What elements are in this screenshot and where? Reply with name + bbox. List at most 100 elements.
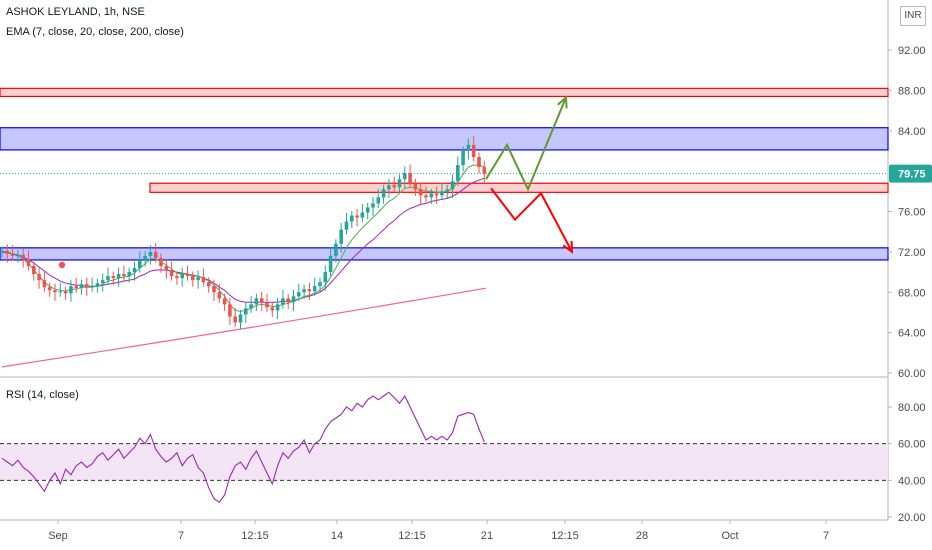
candle-body [302,289,306,293]
resistance-zone-0 [0,87,889,98]
candle-body [312,286,317,292]
resistance-zone-2 [149,182,889,193]
candle-body [100,280,105,284]
candle-body [456,165,460,182]
candle-body [424,195,428,198]
candle-body [355,215,359,218]
candle-body [5,250,10,254]
candle-body [477,156,481,168]
time-tick-label: 12:15 [398,530,426,542]
candle-body [365,207,370,213]
time-tick-label: 12:15 [551,530,579,542]
ema-layer [1,164,487,368]
candle-body [116,274,121,279]
candle-body [429,193,434,198]
candle-body [85,284,89,288]
candle-body [37,274,41,281]
candle-body [196,277,200,281]
rsi-tick-label: 20.00 [898,512,926,524]
candle-body [376,197,381,204]
candle-body [217,292,222,299]
candle-body [122,274,126,277]
candle-body [74,286,78,289]
candle-body [397,179,402,188]
time-tick-label: 7 [823,530,829,542]
candle-body [148,251,153,256]
candle-body [164,266,169,271]
time-tick-label: 12:15 [241,530,269,542]
last-price-tag [889,164,932,183]
candle-body [286,298,290,303]
candle-body [450,181,455,190]
candle-body [275,304,280,311]
time-tick-label: Sep [48,530,68,542]
candle-body [143,255,147,260]
candle-body [16,254,20,256]
candle-body [297,292,301,297]
candle-body [233,316,237,323]
candle-body [403,173,407,180]
indicator-label: EMA (7, close, 20, close, 200, close) [6,26,184,38]
bearish-arrowhead [562,240,574,254]
candle-body [0,250,4,252]
candle-body [175,276,179,279]
currency-button[interactable]: INR [900,6,926,26]
candle-body [212,286,216,293]
candle-body [63,291,68,294]
ema-200-line [1,287,487,368]
rsi-layer [0,391,888,504]
candle-body [281,298,285,305]
projection-layer [485,95,574,254]
candle-body [191,276,195,281]
candle-body [238,314,243,323]
price-tick-label: 68.00 [898,287,926,299]
candle-body [249,304,253,309]
candle-body [111,276,116,279]
candle-body [265,302,269,308]
candle-body [254,298,259,305]
candle-body [360,212,365,218]
candle-body [10,253,15,256]
candle-body [127,272,131,277]
time-tick-label: 21 [481,530,493,542]
chart-title: ASHOK LEYLAND, 1h, NSE [6,6,145,18]
candle-body [387,185,391,190]
candle-body [79,284,84,289]
candle-body [445,189,449,192]
candle-body [270,307,275,311]
candle-body [95,283,100,287]
candle-body [440,191,444,196]
candle-body [471,144,476,157]
candle-body [53,290,57,293]
signal-dot [58,261,66,269]
candle-body [418,189,423,196]
candle-body [132,268,137,273]
candle-body [334,243,338,256]
support-zone-1 [0,127,889,151]
candle-body [323,272,328,283]
candle-body [339,229,343,244]
bullish-arrowhead [557,95,568,109]
time-tick-label: Oct [721,530,738,542]
rsi-tick-label: 40.00 [898,475,926,487]
price-tick-label: 84.00 [898,126,926,138]
candle-body [26,258,31,267]
support-zone-3 [0,247,889,261]
candle-body [159,257,163,267]
candle-body [381,189,386,198]
candle-body [392,185,396,188]
candle-body [434,193,439,196]
candle-body [244,308,248,315]
time-tick-label: 28 [636,530,648,542]
zone-layer [0,87,889,261]
candle-body [259,298,264,303]
candle-body [413,183,418,190]
candle-body [42,280,47,288]
candle-body [169,270,174,277]
last-price-value: 79.75 [898,169,926,181]
candle-body [58,291,63,293]
price-tick-label: 88.00 [898,85,926,97]
candle-body [138,259,142,269]
candle-body [408,173,412,184]
